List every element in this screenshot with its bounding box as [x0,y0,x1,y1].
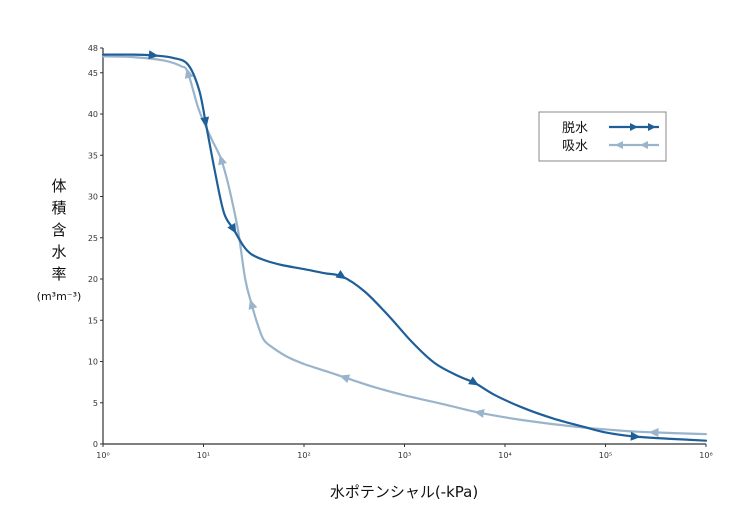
y-tick-label: 20 [88,275,98,284]
legend-arrow-absorption-1 [615,141,623,149]
x-tick-label: 10⁶ [699,451,712,460]
y-tick-label: 15 [88,316,98,325]
y-axis-ticks: 0 5 10 15 20 25 30 35 40 45 48 [88,44,103,449]
x-tick-label: 10⁴ [498,451,511,460]
legend-arrow-dehydration-1 [630,123,638,131]
series-arrow-dehydration [468,376,479,386]
series-arrow-absorption [648,428,659,438]
y-tick-label: 0 [93,440,98,449]
y-tick-label: 10 [88,358,98,367]
y-axis-unit: (m³m⁻³) [37,290,82,303]
y-tick-label: 48 [88,44,98,53]
y-axis-label-char-2: 積 [51,199,66,217]
series-arrow-dehydration [630,431,641,441]
y-tick-label: 5 [93,399,98,408]
y-axis-label-char-1: 体 [51,177,66,195]
y-tick-label: 30 [88,193,98,202]
series-arrow-absorption [248,299,258,310]
series-arrow-absorption [339,374,351,384]
y-axis-label: 体 積 含 水 率 (m³m⁻³) [37,177,82,303]
x-tick-label: 10¹ [197,451,210,460]
y-tick-label: 25 [88,234,98,243]
legend-label-dehydration: 脱水 [562,121,588,136]
series-dehydration [101,50,708,442]
x-tick-label: 10² [297,451,310,460]
y-axis-label-char-5: 率 [51,265,66,283]
series-arrow-dehydration [227,222,237,234]
x-axis-ticks: 10⁰ 10¹ 10² 10³ 10⁴ 10⁵ 10⁶ [96,444,713,460]
x-axis-label: 水ポテンシャル(-kPa) [330,483,478,501]
axes [102,48,706,445]
series-arrow-absorption [218,154,227,166]
series-arrow-dehydration [148,50,159,60]
legend-box [538,111,667,162]
legend-arrow-absorption-2 [640,141,648,149]
y-axis-label-char-3: 含 [51,221,66,239]
series-arrow-absorption [473,408,485,418]
x-tick-label: 10³ [398,451,411,460]
series-line-dehydration [101,53,708,442]
legend-label-absorption: 吸水 [562,139,588,154]
y-axis-label-char-4: 水 [51,243,66,261]
series-arrow-dehydration [335,269,347,280]
series-arrow-absorption [185,68,194,79]
y-tick-label: 45 [88,69,98,78]
y-tick-label: 35 [88,151,98,160]
series-layer [101,50,708,442]
y-tick-label: 40 [88,110,98,119]
x-tick-label: 10⁰ [96,451,109,460]
series-arrow-dehydration [200,116,210,128]
legend: 脱水 吸水 [538,111,667,162]
series-line-absorption [101,55,708,436]
x-tick-label: 10⁵ [599,451,612,460]
legend-arrow-dehydration-2 [648,123,656,131]
series-absorption [101,55,708,438]
